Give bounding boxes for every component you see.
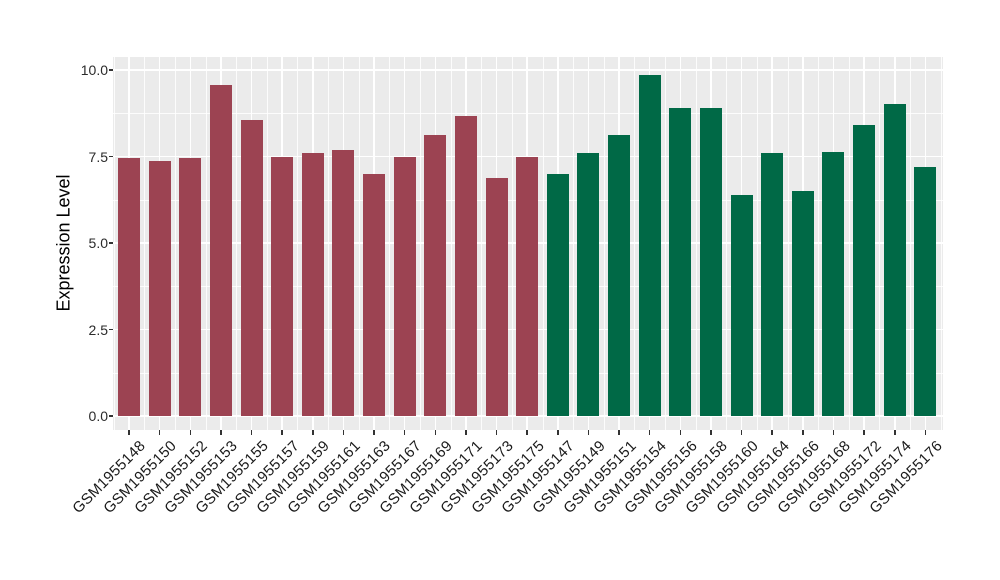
y-axis-tick — [108, 242, 113, 244]
x-axis-tick — [832, 430, 835, 435]
x-axis-tick — [434, 430, 437, 435]
plot-panel — [113, 57, 943, 430]
x-axis-tick — [403, 430, 406, 435]
bar-GSM1955159 — [301, 153, 324, 416]
bar-GSM1955153 — [209, 84, 232, 416]
bar-GSM1955166 — [791, 191, 814, 416]
y-axis-tick — [108, 328, 113, 331]
x-axis-tick — [924, 430, 927, 435]
y-axis-tick — [108, 155, 113, 158]
x-axis-tick — [465, 430, 467, 435]
major-gridline-horizontal — [113, 415, 943, 417]
minor-gridline-horizontal — [113, 113, 943, 115]
x-axis-tick — [342, 430, 345, 435]
bar-GSM1955163 — [363, 173, 386, 416]
bar-GSM1955169 — [424, 135, 447, 416]
x-axis-tick — [802, 430, 804, 435]
x-axis-tick — [220, 430, 222, 435]
x-axis-tick — [618, 430, 620, 435]
y-axis-tick — [108, 69, 113, 71]
x-axis-tick — [587, 430, 590, 435]
y-tick-label: 0.0 — [88, 408, 108, 424]
bar-GSM1955158 — [699, 108, 722, 416]
bar-GSM1955157 — [271, 156, 294, 416]
x-axis-tick — [158, 430, 161, 435]
x-axis-tick — [894, 430, 896, 435]
major-gridline-horizontal — [113, 69, 943, 71]
x-axis-tick — [495, 430, 498, 435]
bar-GSM1955161 — [332, 150, 355, 416]
bar-GSM1955150 — [148, 160, 171, 416]
x-axis-tick — [557, 430, 559, 435]
bar-GSM1955148 — [118, 158, 140, 416]
y-tick-label: 2.5 — [88, 321, 108, 338]
x-axis-tick — [863, 430, 865, 435]
x-axis-tick — [128, 430, 130, 435]
x-axis-tick — [710, 430, 712, 435]
y-tick-label: 10.0 — [80, 62, 108, 78]
bar-GSM1955149 — [577, 153, 600, 416]
bar-GSM1955164 — [761, 153, 784, 416]
x-axis-tick — [679, 430, 682, 435]
bar-GSM1955171 — [454, 115, 477, 416]
bar-GSM1955154 — [638, 75, 661, 416]
bar-GSM1955168 — [822, 152, 845, 416]
y-axis-tick — [108, 415, 113, 417]
x-axis-tick — [771, 430, 773, 435]
y-tick-label: 5.0 — [88, 235, 108, 251]
bar-GSM1955151 — [608, 135, 631, 416]
bar-GSM1955167 — [393, 156, 416, 416]
bar-GSM1955173 — [485, 177, 508, 416]
x-axis-tick — [373, 430, 375, 435]
x-axis-tick — [740, 430, 743, 435]
bar-GSM1955156 — [669, 108, 692, 416]
bar-GSM1955152 — [179, 157, 202, 416]
bar-GSM1955160 — [730, 194, 753, 416]
x-axis-tick — [250, 430, 253, 435]
x-axis-tick — [526, 430, 528, 435]
x-axis-tick — [281, 430, 283, 435]
bar-GSM1955176 — [914, 166, 937, 416]
bar-GSM1955175 — [516, 156, 539, 416]
bar-GSM1955174 — [883, 103, 906, 416]
x-axis-tick — [648, 430, 651, 435]
x-axis-tick — [189, 430, 191, 435]
bar-GSM1955155 — [240, 120, 263, 416]
bar-GSM1955172 — [853, 125, 876, 416]
y-tick-label: 7.5 — [88, 148, 108, 165]
x-axis-tick — [312, 430, 314, 435]
bar-GSM1955147 — [546, 173, 569, 416]
